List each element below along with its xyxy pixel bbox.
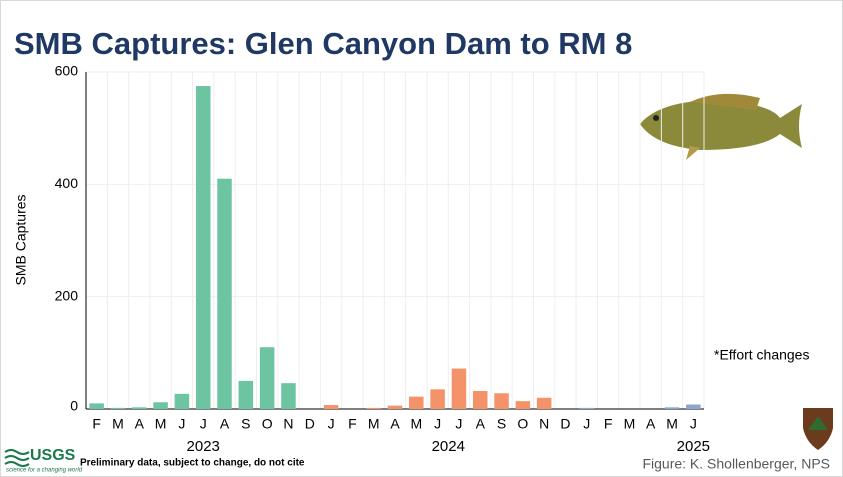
x-tick-label: F xyxy=(604,416,613,432)
y-tick-label: 400 xyxy=(55,175,79,191)
usgs-logo: USGS science for a changing world xyxy=(4,447,83,474)
bar xyxy=(110,407,126,409)
annotation: *Effort changes xyxy=(714,347,809,363)
credit: Figure: K. Shollenberger, NPS xyxy=(642,456,830,472)
x-tick-label: D xyxy=(560,416,570,432)
fish-eye xyxy=(653,115,659,121)
bar xyxy=(259,347,275,409)
bar xyxy=(195,86,211,410)
bar xyxy=(409,396,424,409)
bar xyxy=(686,404,701,409)
x-tick-label: J xyxy=(200,416,207,432)
bar xyxy=(217,178,232,409)
bar xyxy=(281,383,296,409)
x-tick-label: F xyxy=(92,416,101,432)
x-tick-label: D xyxy=(305,416,315,432)
x-tick-label: S xyxy=(241,416,250,432)
fish-illustration xyxy=(640,93,802,160)
bar xyxy=(536,397,552,409)
bar xyxy=(472,391,488,409)
logo-tagline: science for a changing world xyxy=(6,468,83,474)
y-axis-label: SMB Captures xyxy=(13,194,29,285)
footnote: Preliminary data, subject to change, do … xyxy=(80,458,305,469)
bar xyxy=(153,402,168,409)
year-label: 2024 xyxy=(432,438,465,455)
x-tick-label: N xyxy=(283,416,293,432)
x-tick-label: N xyxy=(539,416,549,432)
fish-pelvic xyxy=(686,146,700,160)
nps-logo xyxy=(803,408,833,450)
x-tick-label: O xyxy=(517,416,528,432)
x-tick-label: A xyxy=(476,416,486,432)
x-tick-label: F xyxy=(348,416,357,432)
bar xyxy=(387,405,403,409)
x-tick-label: A xyxy=(135,416,145,432)
logo-text: USGS xyxy=(30,447,76,464)
y-tick-label: 600 xyxy=(55,63,79,79)
x-tick-label: J xyxy=(455,416,462,432)
bar xyxy=(494,393,509,409)
x-tick-label: M xyxy=(624,416,636,432)
x-tick-label: A xyxy=(390,416,400,432)
x-tick-label: M xyxy=(666,416,678,432)
bar xyxy=(132,407,147,409)
y-tick-label: 0 xyxy=(70,398,78,414)
fish-body xyxy=(640,100,802,150)
y-tick-label: 200 xyxy=(55,287,79,303)
x-tick-label: J xyxy=(178,416,185,432)
bar xyxy=(238,380,254,409)
x-tick-label: A xyxy=(220,416,230,432)
bar xyxy=(430,389,445,409)
x-tick-label: J xyxy=(434,416,441,432)
x-tick-label: J xyxy=(328,416,335,432)
fish-fin xyxy=(690,93,760,110)
year-label: 2025 xyxy=(677,438,710,455)
bar xyxy=(664,407,680,409)
year-label: 2023 xyxy=(187,438,220,455)
bar xyxy=(366,407,381,409)
x-tick-label: J xyxy=(690,416,697,432)
x-tick-label: A xyxy=(646,416,656,432)
bar xyxy=(89,403,104,409)
chart-title: SMB Captures: Glen Canyon Dam to RM 8 xyxy=(14,26,632,61)
x-tick-label: M xyxy=(368,416,380,432)
bar xyxy=(323,405,339,409)
x-tick-label: J xyxy=(583,416,590,432)
x-tick-label: M xyxy=(155,416,167,432)
logo-waves xyxy=(4,449,30,467)
x-tick-label: M xyxy=(410,416,422,432)
bar xyxy=(174,393,190,409)
bar xyxy=(515,401,531,409)
x-tick-label: M xyxy=(112,416,124,432)
bar xyxy=(451,368,467,409)
x-tick-label: S xyxy=(497,416,506,432)
nps-tree xyxy=(808,416,828,430)
bar xyxy=(579,407,595,409)
x-tick-label: O xyxy=(262,416,273,432)
